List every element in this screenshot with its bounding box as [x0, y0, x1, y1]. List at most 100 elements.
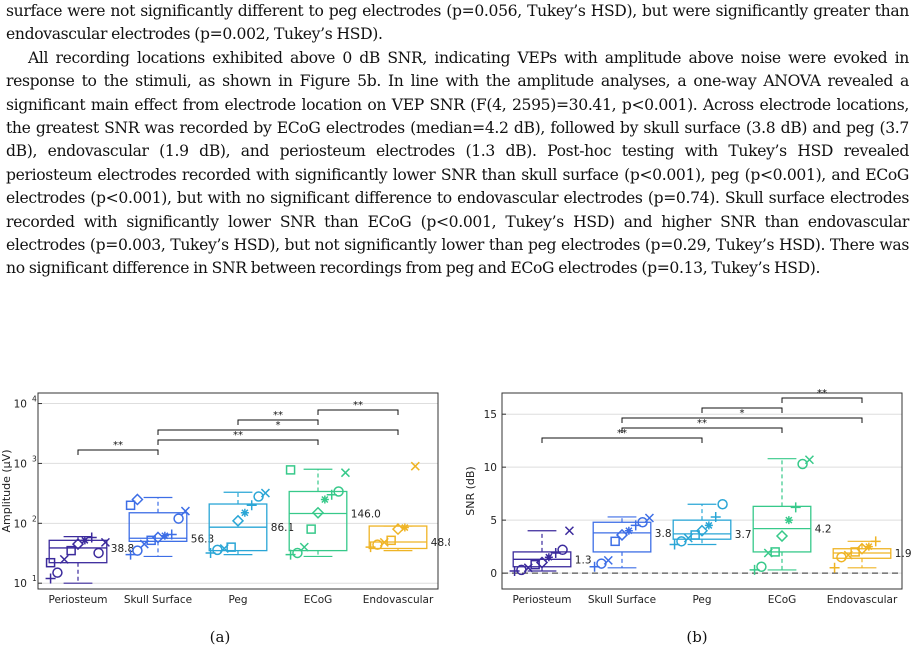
box — [48, 539, 108, 564]
bracket-line — [237, 419, 319, 425]
x-tick-label: Peg — [692, 594, 711, 606]
box-group-periosteum — [509, 526, 574, 576]
data-point — [45, 573, 56, 584]
y-tick-label: 10 — [14, 518, 27, 530]
data-point — [66, 545, 76, 556]
data-point — [299, 542, 309, 552]
data-point — [564, 526, 574, 536]
significance-label: ** — [273, 410, 283, 421]
data-point — [615, 528, 629, 542]
data-point — [790, 502, 801, 513]
median-label: 146.0 — [351, 508, 381, 520]
data-point — [86, 532, 97, 543]
paragraph-continued: surface were not significantly different… — [6, 2, 909, 44]
significance-label: * — [740, 408, 745, 419]
y-tick-label: 10 — [14, 578, 27, 590]
median-label: 86.1 — [271, 522, 294, 534]
significance-label: ** — [353, 400, 363, 411]
data-point — [173, 513, 184, 524]
significance-label: ** — [817, 388, 827, 399]
data-point — [59, 554, 69, 564]
figure-amplitude: 10 1 10 2 10 3 10 4 Amplitude (μV) 38.8 Periosteum… — [0, 392, 450, 606]
significance-bracket: ** — [157, 430, 319, 445]
data-point — [132, 545, 143, 556]
data-point — [557, 544, 568, 556]
x-tick-label: Peg — [228, 594, 247, 606]
data-point — [775, 529, 789, 543]
data-point — [784, 516, 793, 525]
data-point — [544, 553, 553, 562]
data-point — [52, 567, 63, 578]
data-point — [253, 491, 264, 502]
x-tick-label: ECoG — [768, 594, 797, 606]
x-tick-label: Endovascular — [363, 594, 434, 606]
bracket-line — [621, 427, 783, 433]
data-point — [870, 536, 881, 547]
data-point — [797, 458, 808, 470]
box-group-endovascular — [829, 536, 892, 573]
x-tick-label: Skull Surface — [588, 594, 656, 606]
box — [288, 490, 348, 552]
data-point — [535, 556, 549, 569]
significance-bracket — [701, 407, 783, 413]
data-point — [836, 551, 847, 563]
data-point — [93, 547, 104, 559]
data-point — [829, 562, 840, 573]
paragraph-snr-results: All recording locations exhibited above … — [6, 48, 909, 278]
y-tick-label: 5 — [490, 515, 497, 527]
data-point — [125, 549, 136, 560]
x-tick-label: Skull Surface — [124, 594, 192, 606]
caption-a: (a) — [209, 628, 231, 646]
figure-snr: 0 5 10 15 SNR (dB) 1.3 Periosteum 3.8 Skull Surf… — [464, 388, 912, 606]
data-point — [644, 513, 654, 523]
significance-bracket: ** — [621, 418, 783, 433]
box-group-peg — [669, 498, 732, 550]
median-label: 4.2 — [815, 524, 832, 536]
x-tick-label: ECoG — [304, 594, 333, 606]
data-point — [80, 536, 89, 545]
data-point — [320, 495, 329, 504]
significance-bracket: ** — [541, 428, 703, 443]
data-point — [864, 542, 873, 551]
y-axis-label: Amplitude (μV) — [0, 450, 13, 533]
data-point — [292, 547, 303, 559]
y-tick-label: 15 — [484, 409, 497, 421]
y-tick-label: 0 — [490, 568, 497, 580]
data-point — [71, 538, 85, 551]
data-point — [690, 530, 700, 540]
data-point — [770, 547, 780, 557]
significance-bracket: ** — [781, 388, 863, 403]
data-point — [226, 542, 236, 552]
data-point — [212, 544, 223, 556]
data-point — [717, 498, 728, 510]
median-label: 56.3 — [191, 533, 214, 545]
x-tick-label: Periosteum — [512, 594, 571, 606]
data-point — [45, 557, 56, 568]
data-point — [260, 488, 270, 498]
significance-label: * — [276, 420, 281, 431]
significance-bracket: * — [157, 420, 399, 435]
bracket-line — [781, 397, 863, 403]
plot-frame — [37, 392, 439, 590]
bracket-line — [317, 409, 399, 415]
bracket-line — [157, 439, 319, 445]
median-label: 1.3 — [575, 554, 592, 566]
data-point — [125, 500, 136, 511]
data-point — [340, 468, 350, 478]
data-point — [695, 524, 709, 537]
significance-label: ** — [617, 428, 627, 439]
significance-bracket: ** — [317, 400, 399, 415]
data-point — [704, 521, 713, 530]
data-point — [710, 511, 721, 522]
plot-frame — [501, 392, 903, 590]
y-tick-label: 10 — [484, 462, 497, 474]
median-label: 3.8 — [655, 528, 672, 540]
data-point — [756, 561, 767, 573]
median-label: 38.8 — [111, 543, 134, 555]
data-point — [231, 514, 245, 527]
data-point — [100, 537, 110, 547]
box-group-skull-surface — [589, 513, 654, 572]
x-tick-label: Endovascular — [827, 594, 898, 606]
data-point — [400, 523, 409, 532]
